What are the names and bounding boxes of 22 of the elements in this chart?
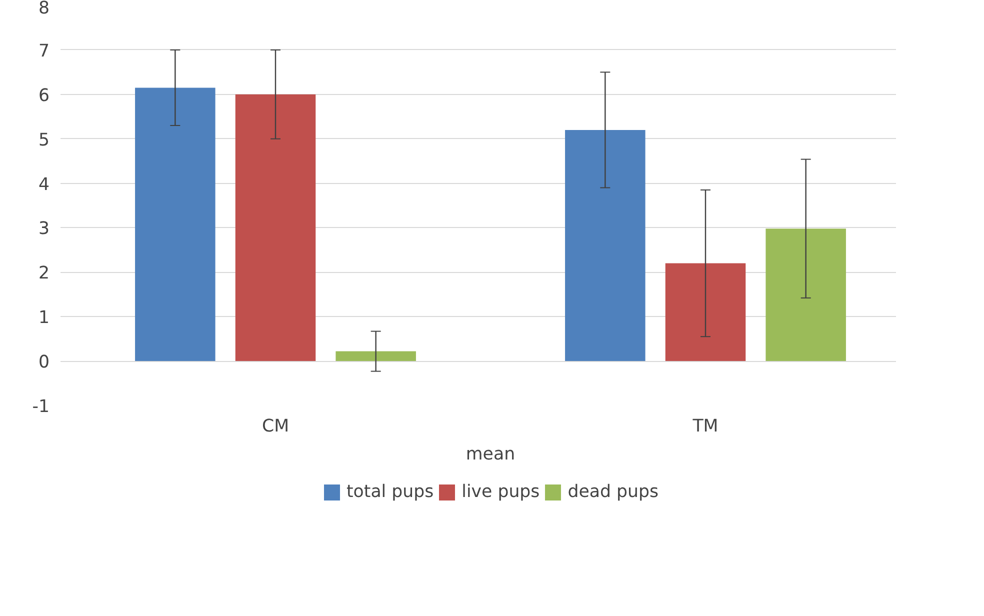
y-tick-label: 7 bbox=[38, 41, 50, 62]
bar bbox=[665, 263, 746, 362]
y-tick-label: 5 bbox=[38, 130, 50, 150]
legend-label: dead pups bbox=[568, 482, 658, 502]
y-tick-label: 1 bbox=[38, 308, 50, 328]
y-tick-label: 0 bbox=[38, 352, 50, 373]
bar bbox=[135, 88, 216, 362]
y-tick-label: -1 bbox=[32, 397, 50, 417]
y-tick-label: 2 bbox=[38, 264, 50, 284]
x-axis-title: mean bbox=[466, 444, 516, 464]
x-tick-label: TM bbox=[692, 416, 718, 436]
x-tick-label: CM bbox=[262, 416, 290, 436]
legend-label: live pups bbox=[462, 482, 540, 502]
bar bbox=[336, 351, 416, 362]
bar bbox=[565, 130, 646, 362]
y-tick-label: 8 bbox=[38, 0, 50, 18]
y-tick-label: 3 bbox=[38, 219, 50, 240]
bar bbox=[235, 94, 316, 362]
bar bbox=[766, 228, 846, 362]
y-tick-label: 4 bbox=[38, 174, 50, 195]
y-tick-label: 6 bbox=[38, 86, 50, 106]
legend-label: total pups bbox=[346, 482, 434, 502]
